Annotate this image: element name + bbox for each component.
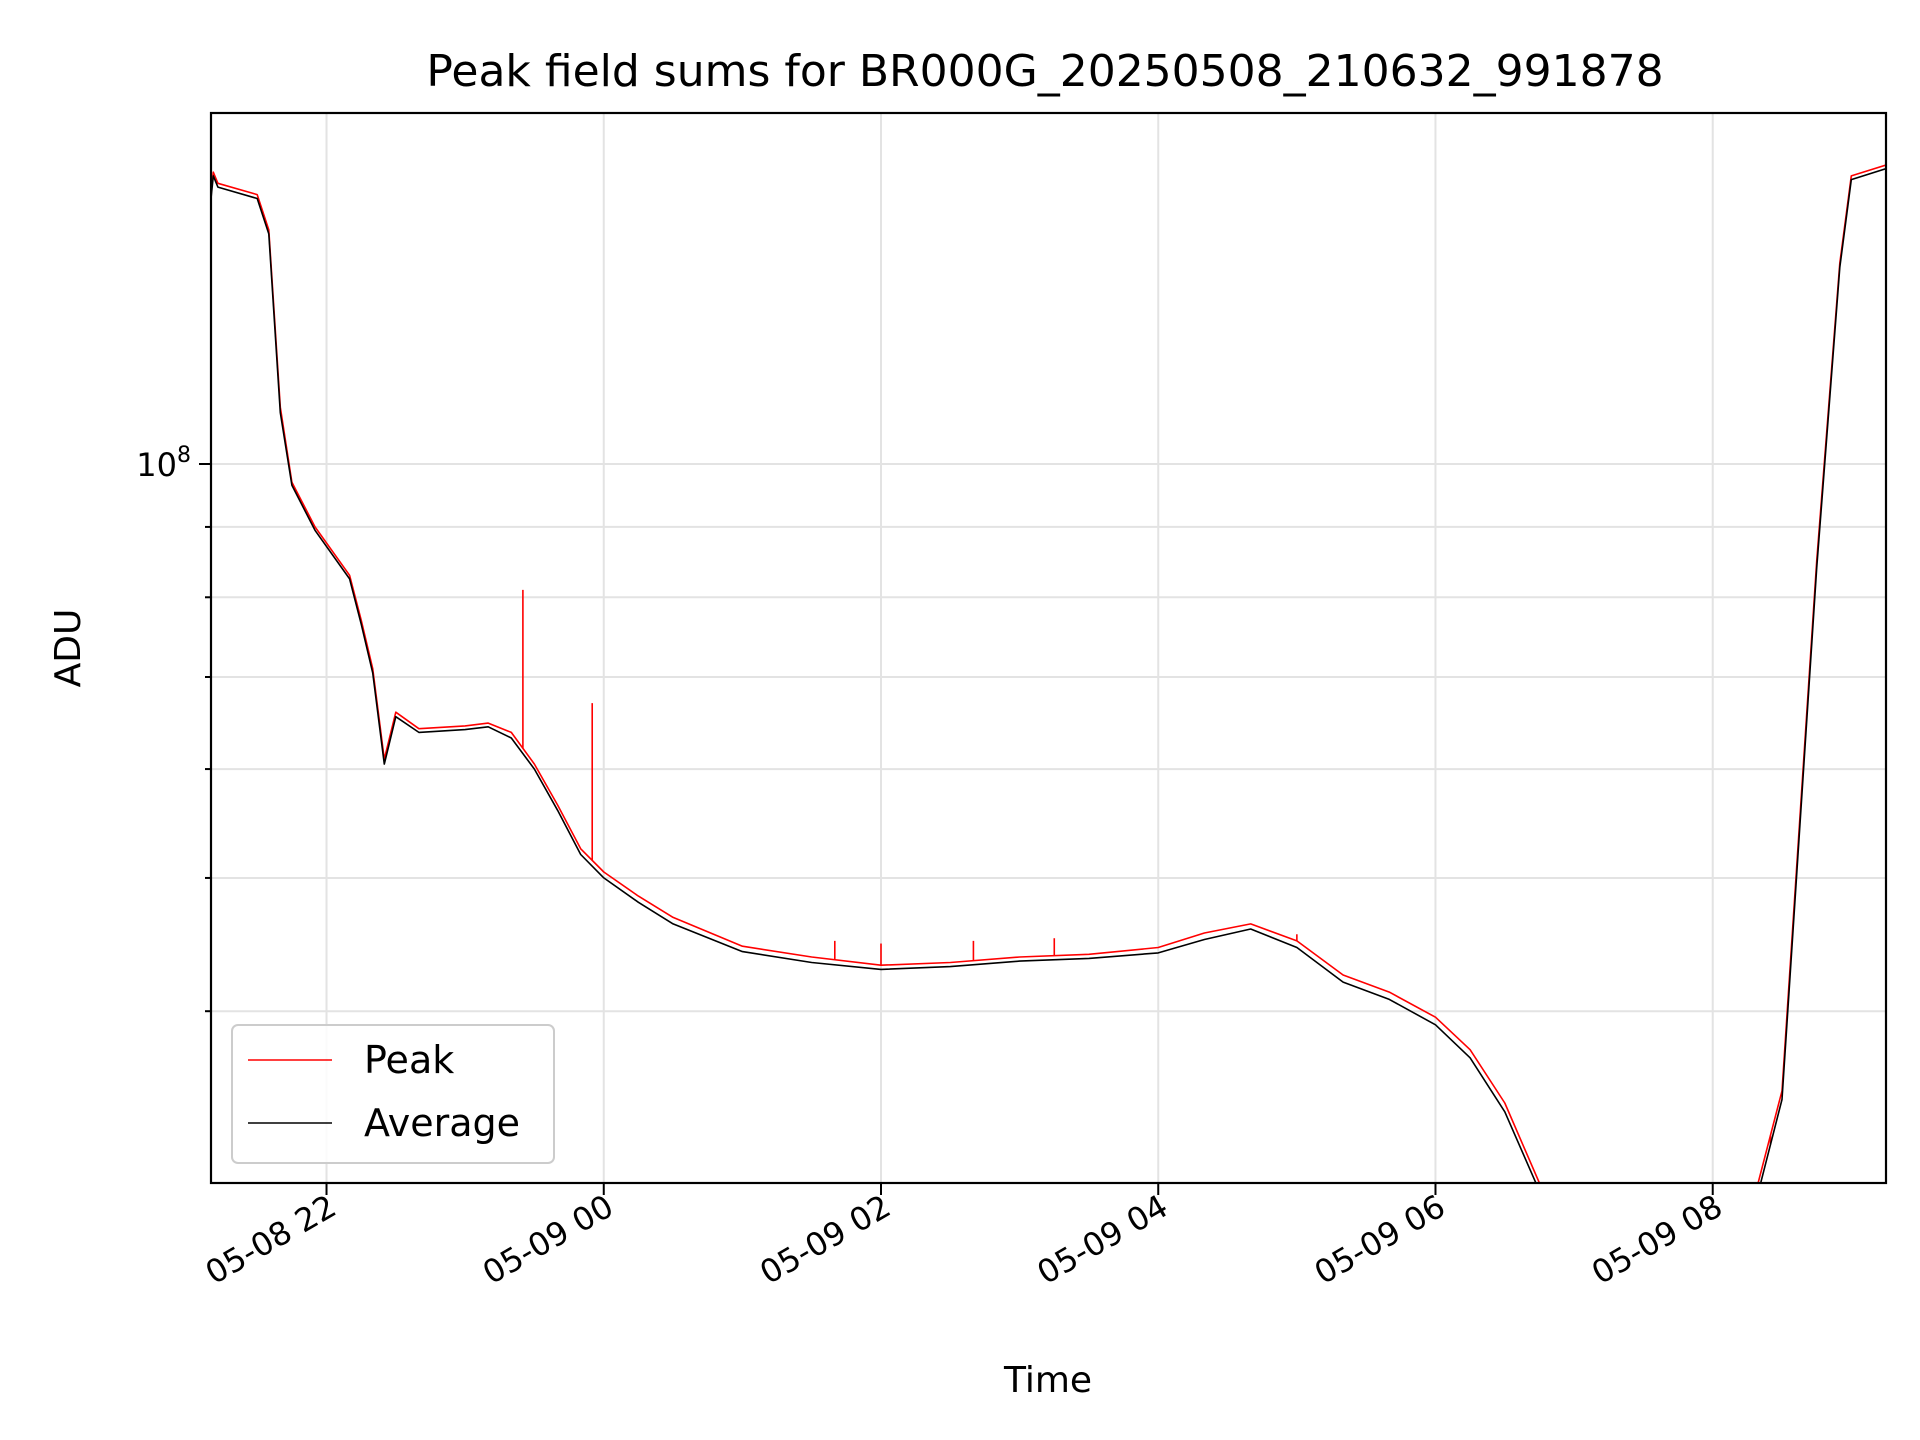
series-layer [211, 164, 1886, 1183]
legend-label-average: Average [364, 1101, 520, 1145]
y-tick-label: 108 [136, 443, 191, 484]
x-axis-label: Time [1003, 1360, 1092, 1401]
chart-title: Peak field sums for BR000G_20250508_2106… [426, 46, 1663, 97]
plot-frame [209, 111, 1888, 1185]
legend: Peak Average [231, 1024, 555, 1164]
y-axis: 108 [136, 443, 211, 1013]
series-line-average [211, 167, 1886, 1183]
y-axis-label: ADU [48, 609, 89, 688]
series-line-peak [211, 164, 1886, 1183]
legend-label-peak: Peak [364, 1038, 454, 1082]
grid [211, 113, 1886, 1183]
